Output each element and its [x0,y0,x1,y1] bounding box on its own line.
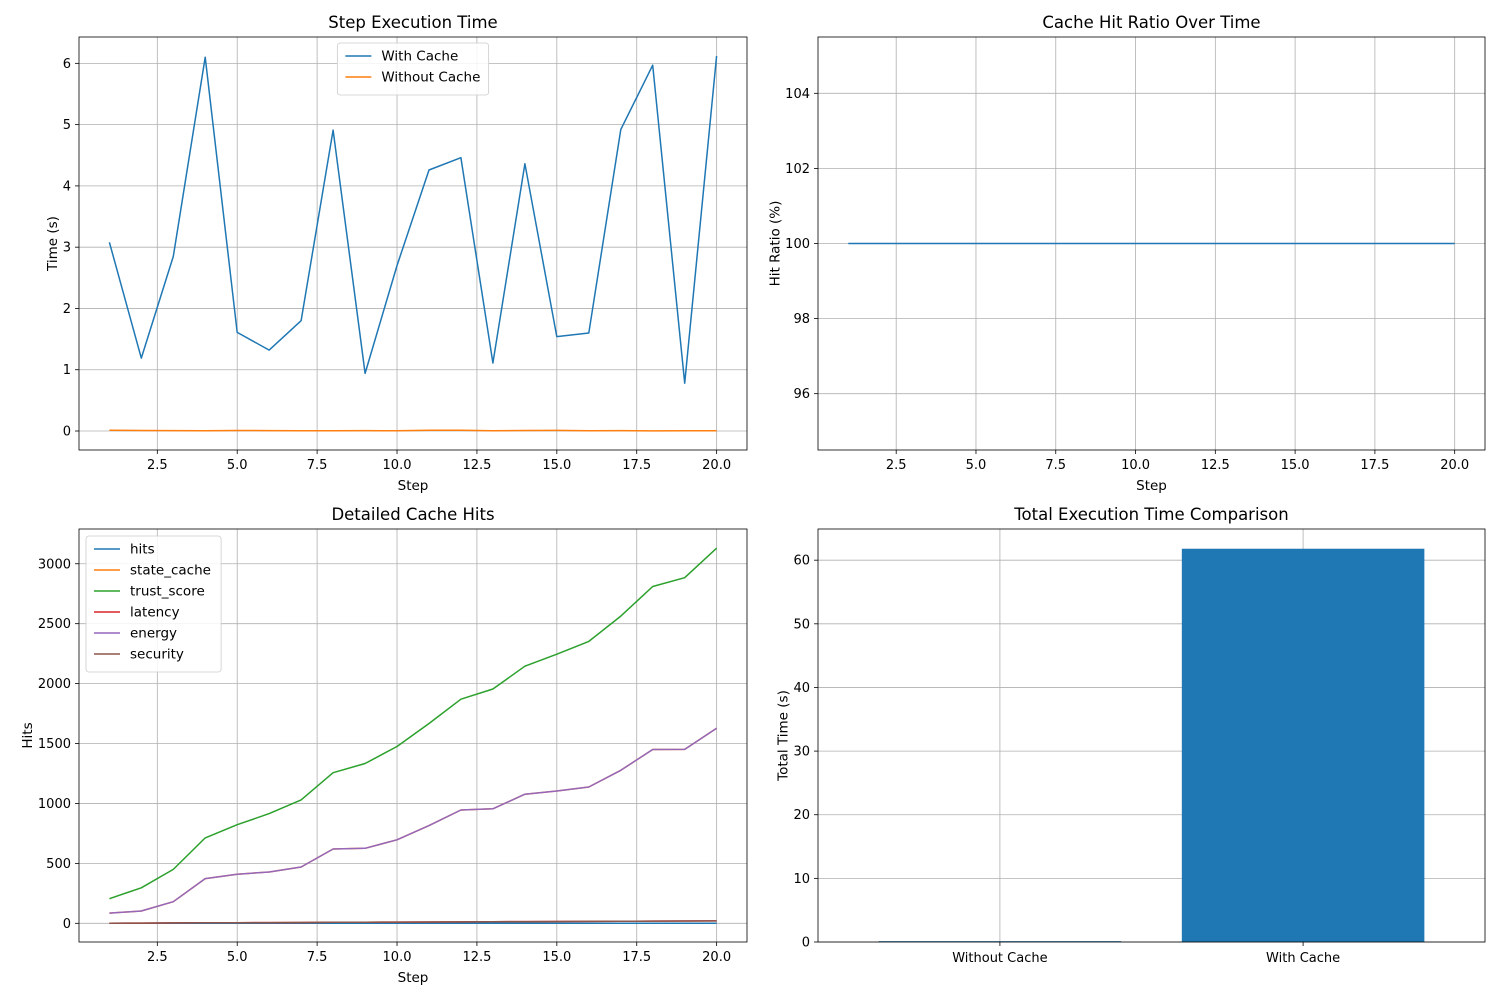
x-tick-label: 7.5 [307,950,328,965]
legend-label: hits [130,542,155,558]
y-tick-label: 5 [63,118,71,133]
x-tick-label: 7.5 [307,458,328,473]
y-tick-label: 500 [46,857,71,872]
legend: With Cache Without Cache [336,42,490,96]
y-tick-label: 40 [793,681,810,696]
legend-label: trust_score [130,584,205,600]
x-tick-label: 12.5 [462,950,491,965]
x-tick-label: 15.0 [1281,458,1310,473]
x-axis-label: Step [1136,478,1167,494]
x-axis-label: Step [398,478,429,494]
legend-label: energy [130,626,177,642]
y-tick-label: 1 [63,363,71,378]
series-line-with-cache [108,55,718,384]
x-tick-label: 5.0 [227,458,248,473]
series-line-energy [109,727,718,914]
y-axis-label: Hit Ratio (%) [767,201,783,287]
x-tick-label: With Cache [1266,951,1340,966]
x-tick-label: 12.5 [1201,458,1230,473]
y-tick-label: 20 [793,808,810,823]
chart-total-time: Without Cache With Cache 0 10 20 30 40 50 60 Tota… [776,505,1486,966]
legend-label: security [130,647,184,663]
y-tick-label: 30 [793,745,810,760]
y-axis-label: Total Time (s) [776,690,792,782]
x-tick-label: 10.0 [383,458,412,473]
y-tick-label: 102 [785,162,810,177]
x-tick-label: 20.0 [1440,458,1469,473]
legend-box [336,42,490,96]
y-axis-label: Time (s) [45,216,61,272]
legend-label: latency [130,605,180,621]
x-tick-label: 17.5 [622,950,651,965]
x-tick-label: 2.5 [886,458,907,473]
y-tick-label: 96 [793,387,810,402]
x-tick-label: 20.0 [702,458,731,473]
x-tick-label: 10.0 [383,950,412,965]
chart-title: Detailed Cache Hits [331,505,494,524]
y-tick-label: 1000 [38,797,71,812]
y-tick-label: 98 [793,312,810,327]
y-tick-label: 2 [63,302,71,317]
x-tick-label: 2.5 [147,458,168,473]
chart-title: Step Execution Time [328,13,497,32]
y-tick-label: 50 [793,617,810,632]
legend-label: With Cache [381,49,458,65]
chart-title: Cache Hit Ratio Over Time [1042,13,1260,32]
y-tick-label: 4 [63,179,71,194]
y-tick-label: 100 [785,237,810,252]
chart-detailed-hits: 2.5 5.0 7.5 10.0 12.5 15.0 17.5 20.0 0 500 1000 150… [20,505,748,986]
y-tick-label: 1500 [38,737,71,752]
x-tick-label: 5.0 [227,950,248,965]
bar-with-cache [1181,548,1425,942]
legend-label: Without Cache [381,70,480,86]
x-axis-label: Step [398,970,429,986]
y-tick-label: 6 [63,57,71,72]
series-line-without-cache [109,429,717,432]
x-tick-label: 15.0 [542,458,571,473]
x-tick-label: 7.5 [1045,458,1066,473]
x-tick-label: 10.0 [1121,458,1150,473]
x-tick-label: 20.0 [702,950,731,965]
y-tick-label: 3000 [38,557,71,572]
x-tick-label: 5.0 [966,458,987,473]
y-tick-label: 104 [785,87,810,102]
axes-frame [78,528,748,943]
series-line-state-cache [109,727,718,914]
axes-frame [817,528,1486,943]
x-tick-label: Without Cache [952,951,1047,966]
grid [79,37,747,450]
x-tick-label: 17.5 [1360,458,1389,473]
axes-frame [78,36,748,451]
y-tick-label: 2500 [38,617,71,632]
y-tick-label: 3 [63,241,71,256]
legend-label: state_cache [130,563,211,579]
y-axis-label: Hits [20,722,36,748]
chart-title: Total Execution Time Comparison [1013,505,1288,524]
chart-step-time: 2.5 5.0 7.5 10.0 12.5 15.0 17.5 20.0 0 1 2 3 4 5 6 Step… [45,13,748,494]
x-tick-label: 12.5 [462,458,491,473]
x-tick-label: 15.0 [542,950,571,965]
y-tick-label: 2000 [38,677,71,692]
x-tick-label: 2.5 [147,950,168,965]
series-line-trust-score [109,547,718,900]
series-line-security [109,920,717,924]
plot-area [878,548,1425,942]
plot-area [109,547,718,925]
y-tick-label: 0 [63,917,71,932]
y-tick-label: 0 [802,936,810,951]
y-tick-label: 10 [793,872,810,887]
plot-area [108,55,718,432]
bar-without-cache [878,941,1122,942]
y-tick-label: 60 [793,554,810,569]
chart-hit-ratio: 2.5 5.0 7.5 10.0 12.5 15.0 17.5 20.0 96 98 100 102 1… [767,13,1486,494]
x-tick-label: 17.5 [622,458,651,473]
y-tick-label: 0 [63,425,71,440]
